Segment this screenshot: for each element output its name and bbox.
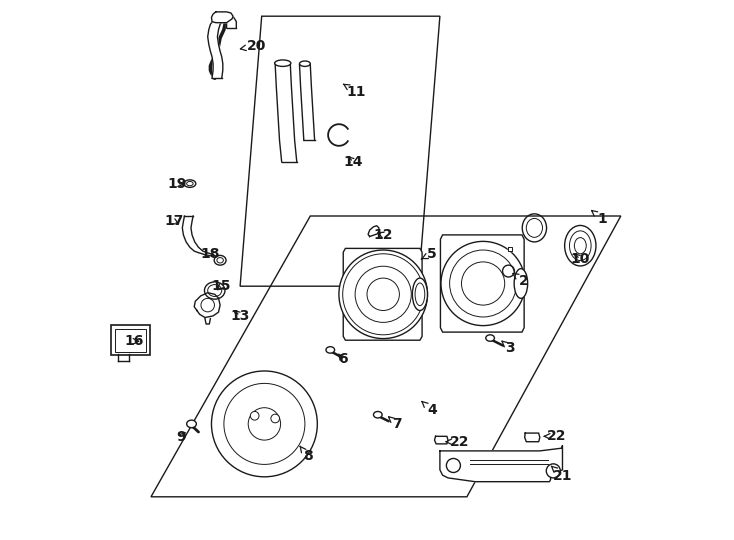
Polygon shape — [509, 247, 512, 251]
Text: 4: 4 — [422, 401, 437, 417]
Ellipse shape — [413, 278, 427, 310]
Circle shape — [339, 250, 427, 339]
Ellipse shape — [326, 347, 335, 353]
Circle shape — [271, 414, 280, 423]
FancyBboxPatch shape — [111, 325, 150, 355]
Text: 21: 21 — [551, 466, 573, 483]
Polygon shape — [275, 65, 297, 162]
Text: 1: 1 — [592, 211, 607, 226]
Polygon shape — [195, 293, 220, 318]
Text: 20: 20 — [240, 39, 266, 53]
Ellipse shape — [374, 411, 382, 418]
Text: 7: 7 — [388, 417, 401, 431]
Circle shape — [250, 411, 259, 420]
Text: 14: 14 — [344, 155, 363, 169]
Polygon shape — [435, 436, 448, 444]
Polygon shape — [344, 248, 422, 340]
Ellipse shape — [514, 268, 528, 298]
Text: 16: 16 — [124, 334, 143, 348]
Polygon shape — [440, 446, 562, 482]
Polygon shape — [368, 226, 379, 237]
Polygon shape — [525, 433, 539, 442]
Ellipse shape — [564, 226, 596, 266]
Circle shape — [211, 371, 317, 477]
Text: 18: 18 — [200, 247, 220, 261]
Text: 15: 15 — [211, 279, 231, 293]
Text: 3: 3 — [502, 341, 515, 355]
Polygon shape — [440, 235, 524, 332]
Text: 6: 6 — [338, 352, 347, 366]
Text: 10: 10 — [570, 252, 590, 266]
Circle shape — [446, 458, 460, 472]
Ellipse shape — [184, 180, 196, 187]
Polygon shape — [211, 12, 233, 23]
Text: 19: 19 — [167, 177, 186, 191]
Text: 2: 2 — [513, 273, 528, 288]
Polygon shape — [182, 216, 217, 256]
Text: 11: 11 — [344, 84, 366, 99]
Text: 12: 12 — [374, 228, 393, 242]
Circle shape — [546, 464, 560, 478]
Polygon shape — [208, 16, 236, 78]
Ellipse shape — [214, 255, 226, 265]
Ellipse shape — [186, 420, 197, 428]
Text: 8: 8 — [300, 446, 313, 463]
Text: 5: 5 — [421, 247, 437, 261]
Polygon shape — [299, 65, 315, 140]
Text: 17: 17 — [164, 214, 184, 228]
Ellipse shape — [486, 335, 495, 341]
Circle shape — [441, 241, 526, 326]
Text: 22: 22 — [446, 435, 470, 449]
Text: 13: 13 — [230, 309, 250, 323]
Text: 9: 9 — [176, 430, 186, 444]
Text: 22: 22 — [544, 429, 567, 443]
